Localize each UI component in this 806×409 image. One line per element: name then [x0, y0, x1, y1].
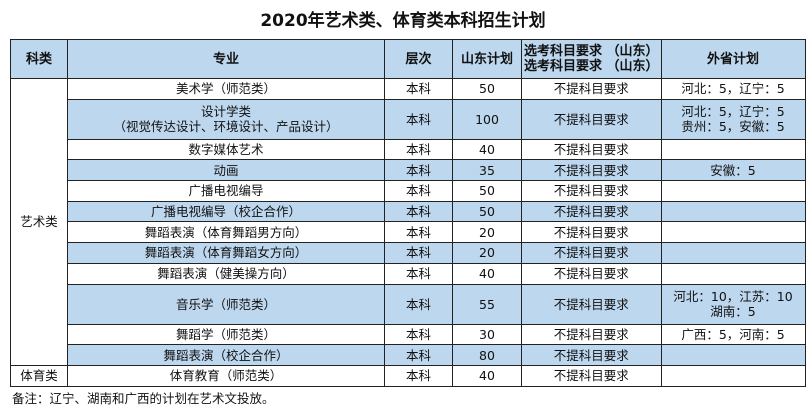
shandong-plan-cell: 40 — [452, 138, 522, 161]
table-row: 广播电视编导 本科 50 不提科目要求 — [11, 180, 806, 202]
table-row: 舞蹈表演（健美操方向） 本科 40 不提科目要求 — [11, 262, 806, 285]
major-cell: 音乐学（师范类） — [67, 283, 385, 325]
table-row: 舞蹈表演（体育舞蹈男方向） 本科 20 不提科目要求 — [11, 221, 806, 244]
table-row: 舞蹈表演（体育舞蹈女方向） 本科 20 不提科目要求 — [11, 242, 806, 264]
table-row: 舞蹈表演（校企合作） 本科 80 不提科目要求 — [11, 344, 806, 366]
level-cell: 本科 — [384, 78, 453, 100]
table-row: 广播电视编导（校企合作） 本科 50 不提科目要求 — [11, 200, 806, 223]
subject-requirement-cell: 不提科目要求 — [521, 78, 662, 100]
level-cell: 本科 — [384, 98, 453, 140]
level-cell: 本科 — [384, 221, 453, 244]
major-cell: 数字媒体艺术 — [67, 138, 385, 161]
level-cell: 本科 — [384, 159, 453, 182]
other-province-plan-cell — [660, 262, 806, 285]
table-row: 舞蹈学（师范类） 本科 30 不提科目要求 广西：5，河南：5 — [11, 323, 806, 346]
shandong-plan-cell: 20 — [452, 221, 522, 244]
major-cell: 体育教育（师范类） — [67, 364, 385, 387]
column-header: 山东计划 — [452, 39, 522, 79]
column-header: 专业 — [67, 39, 385, 79]
level-cell: 本科 — [384, 323, 453, 346]
major-cell: 舞蹈表演（健美操方向） — [67, 262, 385, 285]
major-cell: 舞蹈表演（体育舞蹈男方向） — [67, 221, 385, 244]
level-cell: 本科 — [384, 262, 453, 285]
shandong-plan-cell: 35 — [452, 159, 522, 182]
other-province-plan-cell — [660, 138, 806, 161]
level-cell: 本科 — [384, 283, 453, 325]
column-header: 层次 — [384, 39, 453, 79]
table-row: 音乐学（师范类） 本科 55 不提科目要求 河北：10，江苏：10 湖南：5 — [11, 283, 806, 325]
column-header: 科类 — [10, 39, 68, 79]
table-row: 动画 本科 35 不提科目要求 安徽：5 — [11, 159, 806, 182]
enrollment-table: 科类 专业 层次 山东计划 选考科目要求 （山东） 选考科目要求 （山东） 外省计划 艺术类… — [10, 39, 806, 387]
table-row: 数字媒体艺术 本科 40 不提科目要求 — [11, 138, 806, 161]
subject-requirement-cell: 不提科目要求 — [521, 98, 662, 140]
subject-requirement-cell: 不提科目要求 — [521, 138, 662, 161]
major-cell: 美术学（师范类） — [67, 78, 385, 100]
category-cell: 体育类 — [10, 364, 68, 387]
other-province-plan-cell: 河北：5，辽宁：5 贵州：5，安徽：5 — [660, 98, 806, 140]
subject-requirement-cell: 不提科目要求 — [521, 159, 662, 182]
shandong-plan-cell: 80 — [452, 344, 522, 366]
shandong-plan-cell: 50 — [452, 180, 522, 202]
other-province-plan-cell: 广西：5，河南：5 — [660, 323, 806, 346]
subject-requirement-cell: 不提科目要求 — [521, 242, 662, 264]
category-cell: 艺术类 — [10, 78, 68, 366]
table-row: 艺术类 美术学（师范类） 本科 50 不提科目要求 河北：5，辽宁：5 — [10, 78, 806, 366]
shandong-plan-cell: 30 — [452, 323, 522, 346]
other-province-plan-cell — [660, 221, 806, 244]
subject-requirement-cell: 不提科目要求 — [521, 344, 662, 366]
other-province-plan-cell — [660, 200, 806, 223]
column-header: 选考科目要求 （山东） 选考科目要求 （山东） — [521, 39, 662, 79]
column-header: 外省计划 — [660, 39, 806, 79]
subject-requirement-cell: 不提科目要求 — [521, 283, 662, 325]
level-cell: 本科 — [384, 138, 453, 161]
footnote: 备注：辽宁、湖南和广西的计划在艺术文投放。 — [12, 391, 275, 406]
major-cell: 舞蹈表演（校企合作） — [67, 344, 385, 366]
major-cell: 广播电视编导（校企合作） — [67, 200, 385, 223]
page-title: 2020年艺术类、体育类本科招生计划 — [260, 11, 546, 31]
level-cell: 本科 — [384, 242, 453, 264]
shandong-plan-cell: 50 — [452, 200, 522, 223]
shandong-plan-cell: 100 — [452, 98, 522, 140]
level-cell: 本科 — [384, 364, 453, 387]
subject-requirement-cell: 不提科目要求 — [521, 364, 662, 387]
other-province-plan-cell — [660, 344, 806, 366]
other-province-plan-cell — [660, 180, 806, 202]
major-cell: 舞蹈学（师范类） — [67, 323, 385, 346]
table-row: 设计学类 （视觉传达设计、环境设计、产品设计） 本科 100 不提科目要求 河北：5，辽宁… — [11, 98, 806, 140]
major-cell: 动画 — [67, 159, 385, 182]
subject-requirement-cell: 不提科目要求 — [521, 200, 662, 223]
table-row: 体育类 体育教育（师范类） 本科 40 不提科目要求 — [10, 364, 806, 387]
header-row: 科类 专业 层次 山东计划 选考科目要求 （山东） 选考科目要求 （山东） 外省计划 — [10, 39, 806, 79]
major-cell: 广播电视编导 — [67, 180, 385, 202]
level-cell: 本科 — [384, 180, 453, 202]
other-province-plan-cell: 河北：10，江苏：10 湖南：5 — [660, 283, 806, 325]
subject-requirement-cell: 不提科目要求 — [521, 262, 662, 285]
other-province-plan-cell: 河北：5，辽宁：5 — [660, 78, 806, 100]
shandong-plan-cell: 40 — [452, 364, 522, 387]
shandong-plan-cell: 40 — [452, 262, 522, 285]
subject-requirement-cell: 不提科目要求 — [521, 323, 662, 346]
shandong-plan-cell: 55 — [452, 283, 522, 325]
shandong-plan-cell: 20 — [452, 242, 522, 264]
level-cell: 本科 — [384, 344, 453, 366]
subject-requirement-cell: 不提科目要求 — [521, 180, 662, 202]
level-cell: 本科 — [384, 200, 453, 223]
other-province-plan-cell — [660, 242, 806, 264]
subject-requirement-cell: 不提科目要求 — [521, 221, 662, 244]
major-cell: 舞蹈表演（体育舞蹈女方向） — [67, 242, 385, 264]
other-province-plan-cell: 安徽：5 — [660, 159, 806, 182]
major-cell: 设计学类 （视觉传达设计、环境设计、产品设计） — [67, 98, 385, 140]
other-province-plan-cell — [660, 364, 806, 387]
shandong-plan-cell: 50 — [452, 78, 522, 100]
